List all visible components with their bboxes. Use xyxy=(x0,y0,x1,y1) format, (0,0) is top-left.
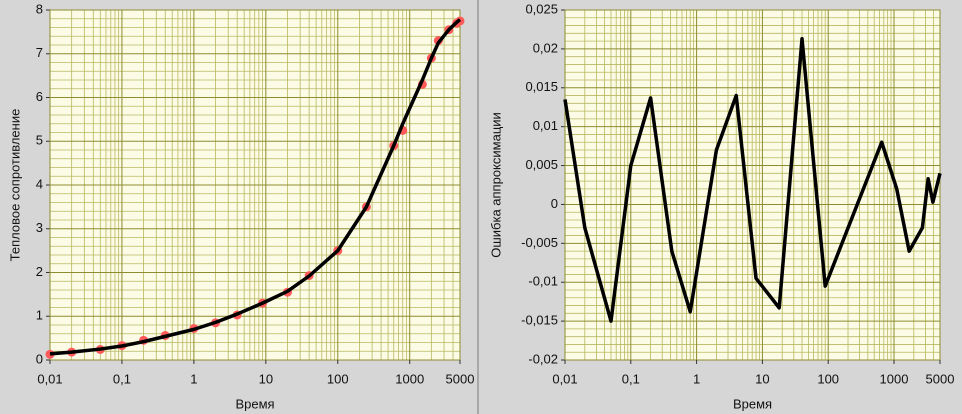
x-tick-label: 0,01 xyxy=(552,371,577,386)
y-tick-label: 3 xyxy=(36,220,43,235)
y-tick-label: 0,025 xyxy=(525,1,558,16)
x-tick-label: 5000 xyxy=(926,371,955,386)
x-tick-label: 0,1 xyxy=(113,371,131,386)
y-tick-label: -0,02 xyxy=(528,351,558,366)
y-tick-label: 7 xyxy=(36,45,43,60)
data-line xyxy=(563,37,942,323)
y-tick-label: 2 xyxy=(36,264,43,279)
x-tick-label: 5000 xyxy=(446,371,475,386)
y-tick-label: -0,01 xyxy=(528,274,558,289)
x-tick-label: 1000 xyxy=(880,371,909,386)
x-axis-title: Время xyxy=(235,396,274,411)
y-tick-label: 6 xyxy=(36,89,43,104)
y-tick-label: 5 xyxy=(36,133,43,148)
y-tick-label: 0,005 xyxy=(525,157,558,172)
x-tick-label: 10 xyxy=(755,371,769,386)
y-tick-label: -0,015 xyxy=(521,313,558,328)
y-tick-label: 0 xyxy=(551,196,558,211)
y-tick-label: 8 xyxy=(36,1,43,16)
x-tick-label: 100 xyxy=(817,371,839,386)
y-tick-label: 0,02 xyxy=(533,40,558,55)
x-tick-label: 1 xyxy=(190,371,197,386)
y-axis-title: Ошибка аппроксимации xyxy=(488,112,503,258)
x-axis-title: Время xyxy=(733,396,772,411)
x-tick-label: 10 xyxy=(259,371,273,386)
x-tick-label: 100 xyxy=(327,371,349,386)
y-tick-label: 0,015 xyxy=(525,79,558,94)
y-tick-label: -0,005 xyxy=(521,235,558,250)
y-tick-label: 0 xyxy=(36,351,43,366)
y-tick-label: 0,01 xyxy=(533,118,558,133)
y-axis-title: Тепловое сопротивление xyxy=(7,109,22,262)
x-tick-label: 1 xyxy=(693,371,700,386)
x-tick-label: 0,01 xyxy=(37,371,62,386)
y-tick-label: 4 xyxy=(36,176,43,191)
y-tick-label: 1 xyxy=(36,308,43,323)
x-tick-label: 0,1 xyxy=(622,371,640,386)
data-line xyxy=(49,18,462,356)
x-tick-label: 1000 xyxy=(395,371,424,386)
